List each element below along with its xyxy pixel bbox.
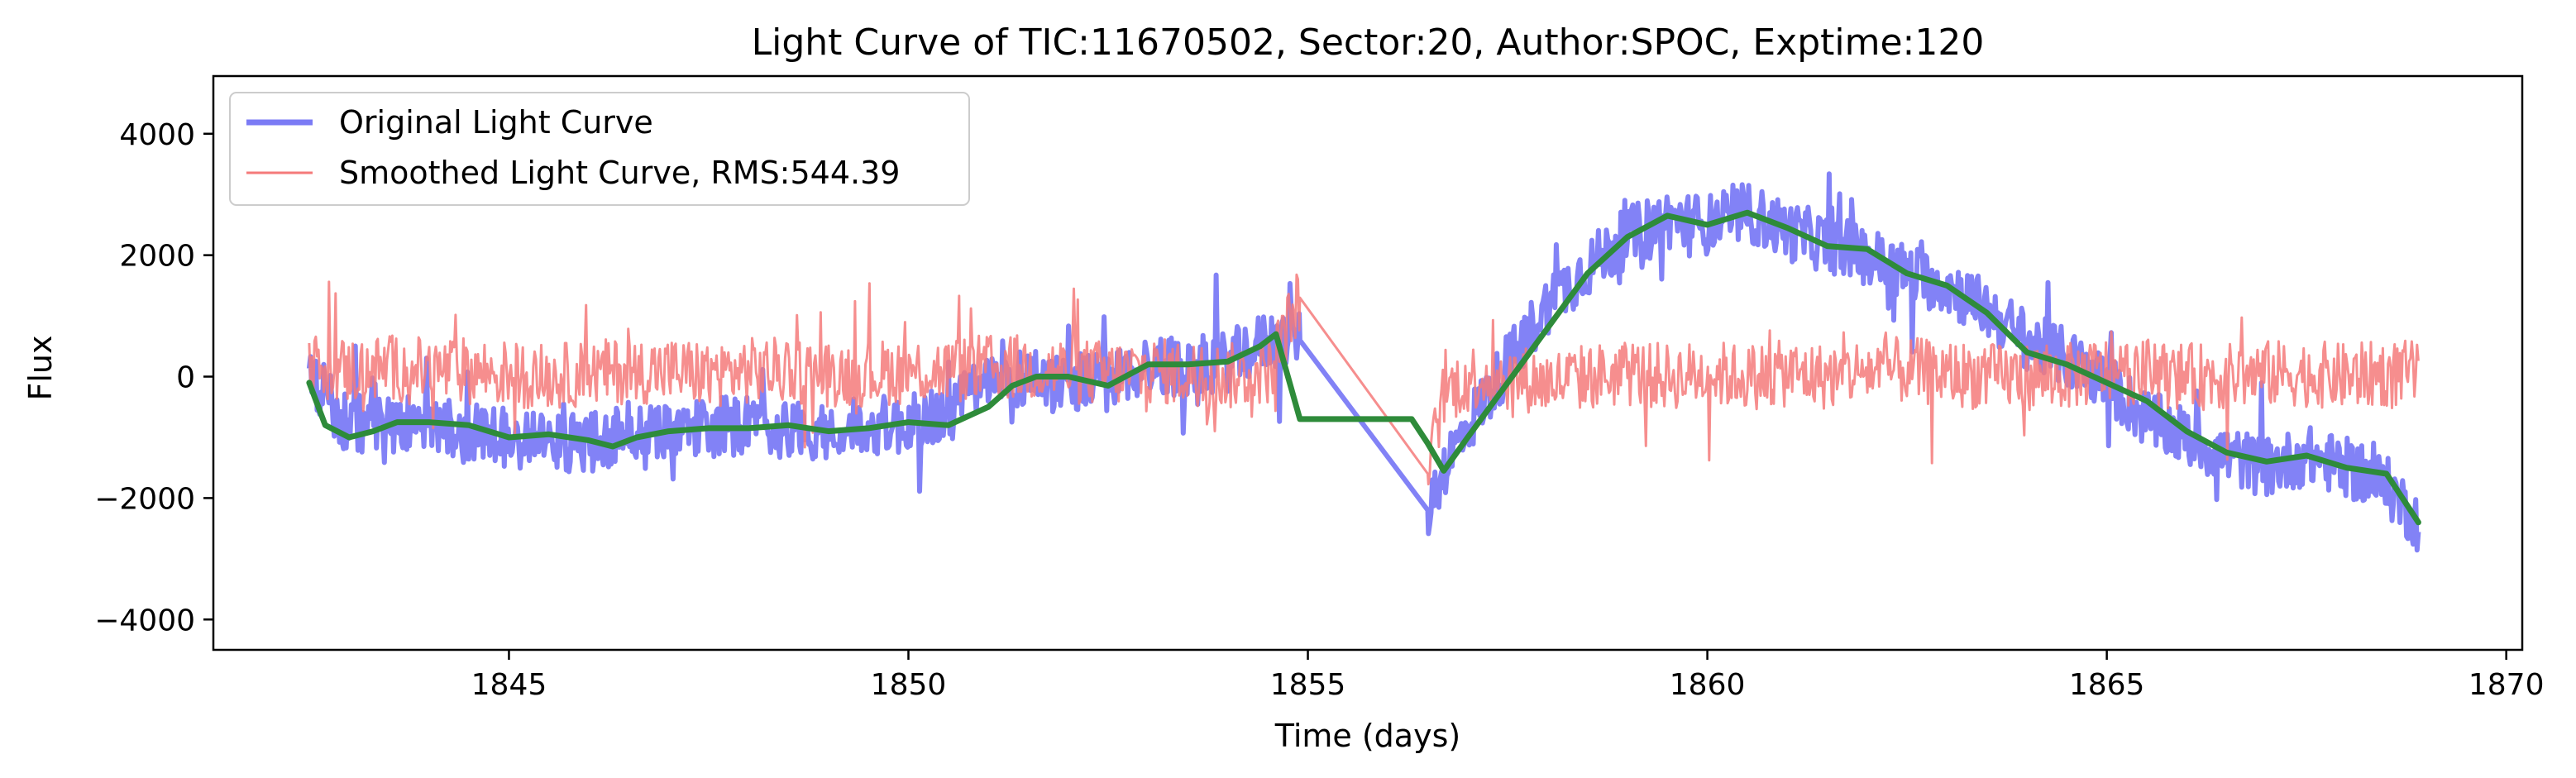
x-axis: 1845 1850 1855 1860 1865 1870 [471,650,2545,702]
x-tick-label: 1845 [471,668,547,702]
chart-title: Light Curve of TIC:11670502, Sector:20, … [752,21,1985,64]
legend: Original Light Curve Smoothed Light Curv… [229,92,970,206]
legend-box [229,92,970,206]
x-tick-label: 1865 [2069,668,2145,702]
legend-label-original: Original Light Curve [339,104,653,141]
y-tick-label: −4000 [94,604,195,637]
y-tick-label: 0 [176,361,195,395]
legend-label-smoothed: Smoothed Light Curve, RMS:544.39 [339,155,900,191]
y-tick-label: 2000 [119,240,195,274]
x-tick-label: 1860 [1670,668,1746,702]
x-tick-label: 1855 [1270,668,1346,702]
x-tick-label: 1870 [2468,668,2545,702]
y-axis-label: Flux [22,336,59,401]
y-tick-label: 4000 [119,118,195,152]
plot-series-group [306,171,2421,553]
plot-frame [212,74,2524,652]
x-tick-label: 1850 [871,668,947,702]
series-smoothed-light-curve [308,273,2420,486]
x-axis-label: Time (days) [1274,718,1460,754]
y-tick-label: −2000 [94,482,195,516]
series-trend-line [306,209,2421,526]
y-axis: −4000 −2000 0 2000 4000 [94,118,213,637]
